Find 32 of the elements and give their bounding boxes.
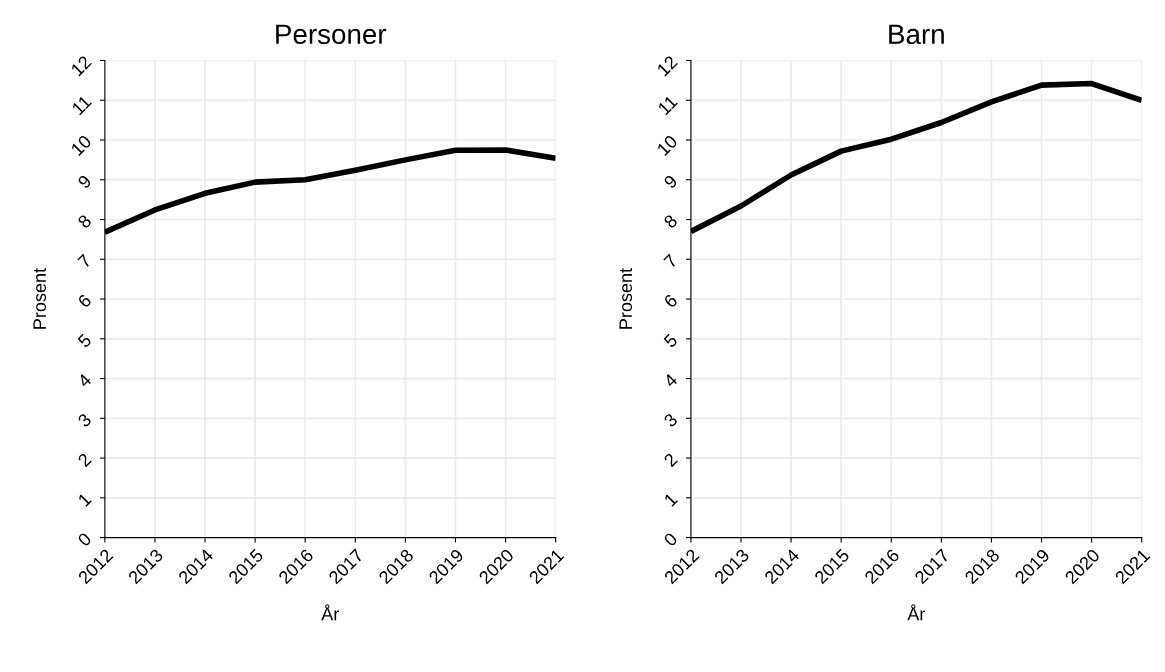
- y-tick-label: 8: [77, 213, 93, 229]
- y-tick-label: 7: [663, 253, 678, 269]
- y-axis-title: Prosent: [33, 268, 47, 329]
- y-axis-title: Prosent: [619, 268, 633, 329]
- y-tick-label: 6: [663, 293, 679, 309]
- y-tick-label: 2: [77, 452, 92, 468]
- y-tick-label: 8: [663, 213, 679, 229]
- y-tick-label: 5: [663, 333, 679, 349]
- y-tick-label: 1: [77, 492, 92, 507]
- y-tick-label: 5: [77, 333, 93, 349]
- y-tick-label: 4: [662, 372, 679, 389]
- x-axis-title: År: [907, 604, 926, 621]
- y-tick-label: 10: [70, 134, 93, 157]
- chart-title: Personer: [276, 24, 387, 45]
- y-tick-label: 12: [70, 54, 92, 77]
- y-tick-label: 4: [76, 372, 93, 389]
- chart-title: Barn: [889, 24, 944, 45]
- y-tick-label: 0: [76, 531, 93, 548]
- y-tick-label: 0: [663, 531, 679, 548]
- y-tick-label: 12: [656, 54, 678, 77]
- y-tick-label: 11: [657, 94, 678, 116]
- y-tick-label: 9: [77, 174, 92, 190]
- y-tick-label: 1: [663, 492, 678, 507]
- y-tick-label: 7: [77, 253, 92, 269]
- y-tick-label: 6: [77, 293, 93, 309]
- y-tick-label: 11: [71, 94, 92, 116]
- y-tick-label: 3: [663, 412, 679, 428]
- x-axis-title: År: [321, 604, 339, 621]
- y-tick-label: 3: [76, 412, 93, 428]
- y-tick-label: 10: [656, 134, 679, 157]
- y-tick-label: 9: [663, 174, 679, 190]
- y-tick-label: 2: [663, 452, 678, 468]
